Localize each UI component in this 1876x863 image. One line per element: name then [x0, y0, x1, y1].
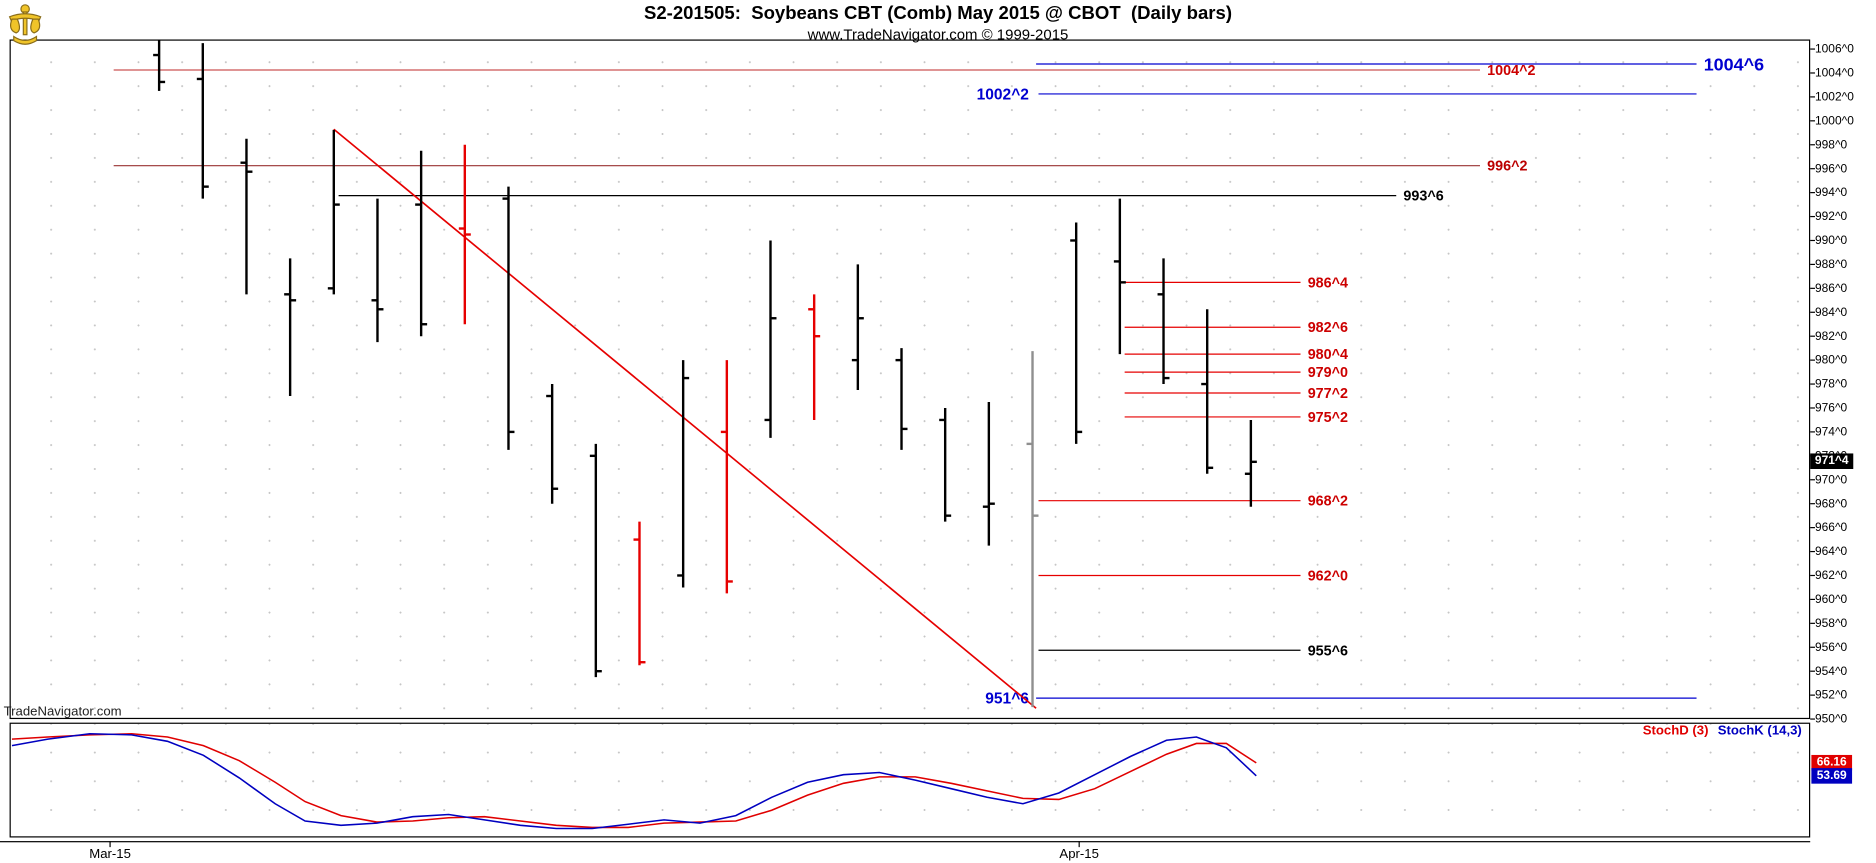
level-label-979-0: 979^0	[1308, 365, 1348, 381]
stochd-value-badge: 66.16	[1811, 754, 1853, 771]
ohlc-bar	[284, 258, 297, 397]
date-axis: Mar-15 Apr-15	[0, 841, 1811, 863]
price-axis-label: 962^0	[1814, 568, 1848, 583]
price-axis-label: 992^0	[1814, 209, 1848, 224]
ohlc-bar	[458, 144, 471, 325]
price-axis-label: 982^0	[1814, 329, 1848, 343]
level-label-951-6: 951^6	[985, 691, 1029, 708]
stoch-d-line	[11, 732, 1257, 829]
watermark: TradeNavigator.com	[3, 704, 122, 720]
price-axis-label: 998^0	[1814, 138, 1848, 152]
price-chart-panel	[9, 39, 1811, 720]
level-label-996-2: 996^2	[1487, 159, 1527, 175]
ohlc-bar	[808, 294, 821, 420]
price-axis-label: 958^0	[1814, 616, 1848, 630]
stochastic-panel	[9, 722, 1811, 838]
price-axis-label: 990^0	[1814, 233, 1848, 248]
price-axis-label: 980^0	[1814, 353, 1848, 367]
price-axis-label: 976^0	[1814, 401, 1848, 415]
price-axis-label: 1006^0	[1814, 42, 1854, 56]
level-label-1004-2: 1004^2	[1487, 63, 1535, 79]
tradenavigator-logo	[5, 2, 46, 45]
stochk-value-badge: 53.69	[1811, 768, 1853, 784]
ohlc-bar	[851, 264, 864, 391]
ohlc-bar	[982, 401, 995, 546]
level-label-955-6: 955^6	[1308, 643, 1348, 659]
ohlc-bar	[895, 348, 908, 450]
date-axis-label: Apr-15	[1059, 847, 1099, 862]
level-label-968-2: 968^2	[1308, 494, 1348, 510]
ohlc-bar	[196, 43, 209, 199]
page-title: S2-201505: Soybeans CBT (Comb) May 2015 …	[643, 3, 1233, 24]
ohlc-bar	[589, 443, 602, 678]
level-label-1004-6: 1004^6	[1704, 54, 1764, 74]
price-axis-label: 1000^0	[1814, 114, 1854, 128]
price-axis-label: 964^0	[1814, 544, 1848, 559]
price-axis-label: 974^0	[1814, 425, 1848, 439]
level-label-977-2: 977^2	[1308, 386, 1348, 402]
price-axis-label: 956^0	[1814, 640, 1848, 654]
level-label-993-6: 993^6	[1403, 189, 1443, 205]
date-axis-label: Mar-15	[89, 847, 131, 862]
price-axis-label: 978^0	[1814, 377, 1848, 391]
level-label-962-0: 962^0	[1308, 569, 1348, 585]
ohlc-bar	[153, 40, 166, 91]
level-label-975-2: 975^2	[1308, 410, 1348, 426]
ohlc-bar	[1026, 351, 1039, 708]
price-axis-label: 954^0	[1814, 664, 1848, 678]
ohlc-bar	[415, 150, 428, 337]
ohlc-bar	[720, 360, 733, 594]
stochk-legend-label: StochK (14,3)	[1717, 723, 1802, 739]
ohlc-bar	[633, 521, 646, 666]
stochd-legend-label: StochD (3)	[1642, 723, 1709, 739]
price-axis: 1006^0 1004^0 1002^0 1000^0 998^0 996^0 994^0 9…	[1815, 0, 1875, 863]
level-label-1002-2: 1002^2	[977, 86, 1030, 103]
ohlc-bar	[1157, 258, 1170, 385]
price-axis-label: 966^0	[1814, 521, 1848, 535]
ohlc-bar	[1244, 419, 1257, 507]
trendline[interactable]	[333, 128, 1037, 709]
ohlc-bar	[939, 407, 952, 522]
price-axis-label: 1004^0	[1814, 66, 1854, 80]
price-axis-label: 960^0	[1814, 592, 1848, 606]
price-axis-label: 986^0	[1814, 281, 1848, 295]
ohlc-bar	[1113, 198, 1126, 355]
ohlc-bar	[1201, 309, 1214, 474]
ohlc-bar	[677, 360, 690, 588]
price-axis-label: 988^0	[1814, 257, 1848, 271]
page-subtitle: www.TradeNavigator.com © 1999-2015	[807, 26, 1069, 44]
stoch-k-line	[11, 732, 1257, 830]
ohlc-bar	[546, 384, 559, 504]
ohlc-bar	[327, 129, 340, 295]
price-axis-label: 984^0	[1814, 305, 1848, 319]
ohlc-bar	[371, 198, 384, 343]
ohlc-bar	[240, 138, 253, 295]
ohlc-bar	[764, 240, 777, 438]
price-axis-label: 996^0	[1814, 162, 1848, 176]
price-axis-label: 952^0	[1814, 688, 1848, 702]
price-axis-label: 994^0	[1814, 186, 1848, 200]
price-axis-label: 950^0	[1814, 712, 1848, 726]
ohlc-bar	[502, 186, 515, 450]
level-label-986-4: 986^4	[1308, 275, 1348, 291]
level-label-982-6: 982^6	[1308, 320, 1348, 336]
price-axis-label: 968^0	[1814, 497, 1848, 511]
ohlc-bar	[1070, 222, 1083, 444]
price-axis-label: 970^0	[1814, 473, 1848, 487]
last-price-badge: 971^4	[1810, 453, 1854, 469]
level-label-980-4: 980^4	[1308, 347, 1348, 363]
price-axis-label: 1002^0	[1814, 90, 1854, 104]
